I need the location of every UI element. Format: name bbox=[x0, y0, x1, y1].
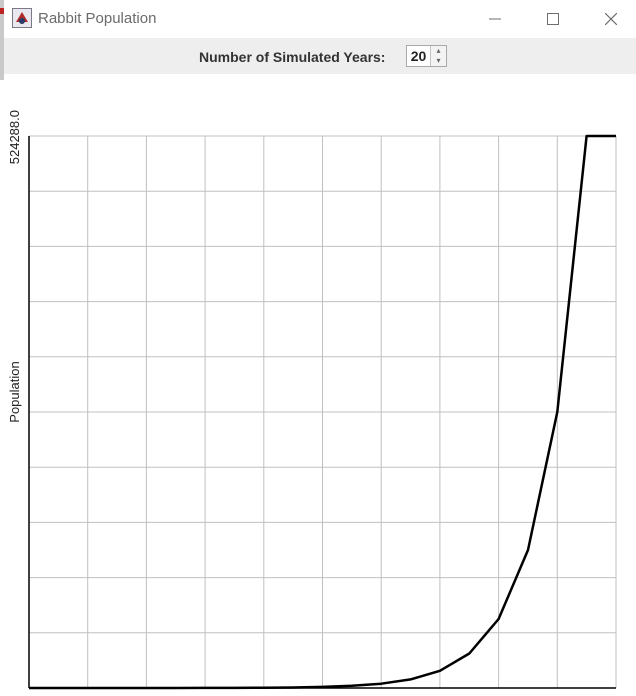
maximize-icon bbox=[547, 13, 559, 25]
java-app-icon bbox=[12, 8, 32, 28]
window-title: Rabbit Population bbox=[38, 10, 157, 27]
controls-panel: Number of Simulated Years: 20 ▴ ▾ bbox=[4, 38, 636, 74]
spinner-down-button[interactable]: ▾ bbox=[431, 56, 446, 66]
maximize-button[interactable] bbox=[524, 0, 582, 38]
series-line-0 bbox=[29, 134, 616, 690]
app-window: Rabbit Population Number of Simulated Ye… bbox=[4, 0, 636, 691]
years-spinner[interactable]: 20 ▴ ▾ bbox=[406, 45, 447, 67]
minimize-button[interactable] bbox=[466, 0, 524, 38]
chart-grid bbox=[28, 135, 617, 689]
chevron-down-icon: ▾ bbox=[436, 56, 441, 65]
population-chart: Population 524288.0 bbox=[7, 110, 617, 690]
years-label: Number of Simulated Years: bbox=[199, 49, 386, 65]
chevron-up-icon: ▴ bbox=[436, 46, 441, 55]
background-window-edge bbox=[0, 0, 4, 80]
title-bar[interactable]: Rabbit Population bbox=[4, 0, 636, 39]
chart-panel: Population 524288.0 bbox=[4, 74, 636, 691]
y-axis-label: Population bbox=[7, 361, 22, 422]
y-tick-label-max: 524288.0 bbox=[7, 110, 22, 164]
close-button[interactable] bbox=[582, 0, 636, 38]
minimize-icon bbox=[489, 18, 501, 20]
years-value-field[interactable]: 20 bbox=[407, 46, 431, 66]
series-group bbox=[29, 134, 616, 690]
close-icon bbox=[605, 13, 617, 25]
